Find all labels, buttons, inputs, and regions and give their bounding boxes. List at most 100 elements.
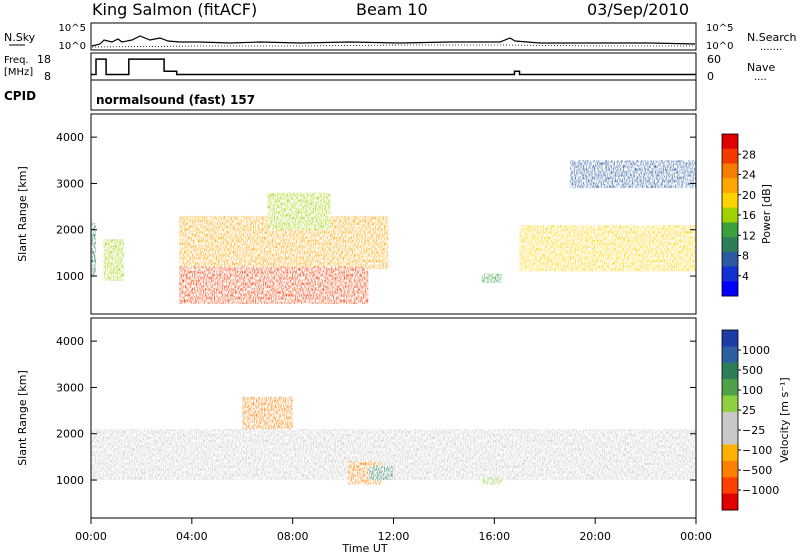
- frequency-trace: [91, 58, 696, 76]
- velocity-region-4: [481, 477, 502, 485]
- power-colorbar-label-5: 8: [742, 250, 749, 263]
- noise-right-label: N.Search: [747, 31, 797, 44]
- freq-tick-8: 8: [44, 70, 51, 83]
- velocity-colorbar-label-6: −500: [742, 464, 772, 477]
- velocity-colorbar-swatch-6: [722, 428, 738, 446]
- velocity-colorbar-frame: [721, 329, 739, 511]
- nave-label: Nave: [747, 61, 775, 74]
- velocity-colorbar-label-4: −25: [742, 424, 765, 437]
- velocity-colorbar-swatch-9: [722, 477, 738, 495]
- time-tick-label-6: 00:00: [680, 530, 712, 543]
- velocity-colorbar-label-3: 25: [742, 404, 756, 417]
- cpid-panel-frame: [90, 79, 697, 111]
- freq-label-1: Freq.: [4, 55, 29, 66]
- noise-right-tick-top: 10^5: [706, 23, 733, 34]
- power-colorbar-label-0: 28: [742, 148, 756, 161]
- power-region-7: [570, 160, 696, 189]
- power-colorbar-label-3: 16: [742, 209, 756, 222]
- velocity-ylabel: Slant Range [km]: [16, 370, 29, 466]
- time-axis-label: Time UT: [341, 542, 387, 554]
- power-region-3: [179, 266, 369, 304]
- time-axis: 00:00 04:00 08:00 12:00 16:00 20:00 00:00: [75, 518, 712, 543]
- time-tick-label-1: 04:00: [176, 530, 208, 543]
- power-data-layer: [91, 160, 696, 304]
- noise-panel-frame: [90, 22, 697, 51]
- velocity-region-1: [242, 396, 293, 430]
- noise-right-dots: .......: [760, 42, 782, 53]
- noise-right-tick-bottom: 10^0: [706, 41, 733, 52]
- noise-left-tick-bottom: 10^0: [59, 41, 86, 52]
- time-tick-label-2: 08:00: [277, 530, 309, 543]
- date-title: 03/Sep/2010: [587, 0, 689, 19]
- power-colorbar-label: Power [dB]: [760, 184, 773, 244]
- power-colorbar-swatch-4: [722, 192, 738, 209]
- power-colorbar-swatch-10: [722, 281, 738, 297]
- velocity-colorbar-label-2: 100: [742, 384, 763, 397]
- velocity-y-tick-label-0: 4000: [56, 335, 84, 348]
- velocity-colorbar-swatch-0: [722, 330, 738, 347]
- power-region-1: [103, 239, 124, 281]
- power-colorbar-label-2: 20: [742, 189, 756, 202]
- station-title: King Salmon (fitACF): [92, 0, 257, 19]
- velocity-colorbar-swatch-3: [722, 379, 738, 396]
- velocity-colorbar-swatch-5: [722, 411, 738, 429]
- power-colorbar-swatch-6: [722, 222, 738, 238]
- beam-title: Beam 10: [356, 0, 428, 19]
- nave-tick-60: 60: [707, 53, 721, 66]
- velocity-colorbar-label-7: −1000: [742, 484, 779, 497]
- noise-left-label: N.Sky: [4, 31, 36, 44]
- velocity-colorbar-swatch-10: [722, 493, 738, 511]
- power-ylabel: Slant Range [km]: [16, 166, 29, 262]
- velocity-colorbar-label-0: 1000: [742, 344, 770, 357]
- power-colorbar-swatch-1: [722, 148, 738, 164]
- freq-panel-frame: [90, 52, 697, 81]
- velocity-y-tick-label-3: 1000: [56, 474, 84, 487]
- power-colorbar-swatch-3: [722, 178, 738, 194]
- power-region-6: [481, 273, 502, 283]
- time-tick-label-5: 20:00: [579, 530, 611, 543]
- power-colorbar-label-1: 24: [742, 169, 756, 182]
- power-colorbar-swatch-5: [722, 207, 738, 223]
- power-colorbar-swatch-8: [722, 251, 738, 267]
- frequency-step-line: [91, 58, 696, 76]
- velocity-colorbar-label: Velocity [m s⁻¹]: [778, 377, 791, 462]
- cpid-label: CPID: [4, 89, 36, 103]
- freq-tick-18: 18: [37, 53, 51, 66]
- nave-tick-0: 0: [707, 70, 714, 83]
- noise-search-trace: [91, 44, 695, 48]
- power-y-tick-label-1: 3000: [56, 177, 84, 190]
- noise-sky-trace: [91, 35, 696, 47]
- velocity-colorbar-label-1: 500: [742, 364, 763, 377]
- power-colorbar: 28 24 20 16 12 8 4: [721, 133, 756, 297]
- velocity-y-tick-label-1: 3000: [56, 381, 84, 394]
- noise-left-tick-top: 10^5: [59, 23, 86, 34]
- power-colorbar-swatch-2: [722, 163, 738, 179]
- cpid-value: normalsound (fast) 157: [96, 93, 255, 107]
- velocity-colorbar-swatch-4: [722, 395, 738, 413]
- velocity-colorbar-label-5: −100: [742, 444, 772, 457]
- velocity-colorbar-swatch-7: [722, 444, 738, 462]
- power-yaxis: 4000 3000 2000 1000: [56, 131, 696, 283]
- time-tick-label-0: 00:00: [75, 530, 107, 543]
- power-y-tick-label-0: 4000: [56, 131, 84, 144]
- power-colorbar-swatch-7: [722, 237, 738, 253]
- power-y-tick-label-2: 2000: [56, 224, 84, 237]
- velocity-yaxis: 4000 3000 2000 1000: [56, 335, 696, 487]
- power-colorbar-label-6: 4: [742, 270, 749, 283]
- velocity-region-3: [368, 466, 394, 480]
- velocity-y-tick-label-2: 2000: [56, 428, 84, 441]
- velocity-data-layer: [91, 396, 696, 485]
- nave-dots: ....: [754, 72, 767, 83]
- time-tick-label-4: 16:00: [478, 530, 510, 543]
- velocity-colorbar-swatch-2: [722, 362, 738, 380]
- time-tick-label-3: 12:00: [378, 530, 410, 543]
- freq-label-2: [MHz]: [4, 67, 33, 78]
- power-region-4: [267, 192, 331, 230]
- velocity-colorbar: 1000 500 100 25 −25 −100 −500 −1000: [721, 329, 779, 511]
- power-colorbar-label-4: 12: [742, 229, 756, 242]
- velocity-colorbar-swatch-8: [722, 460, 738, 478]
- power-panel-frame: [90, 113, 697, 315]
- power-colorbar-swatch-0: [722, 134, 738, 150]
- velocity-colorbar-swatch-1: [722, 346, 738, 364]
